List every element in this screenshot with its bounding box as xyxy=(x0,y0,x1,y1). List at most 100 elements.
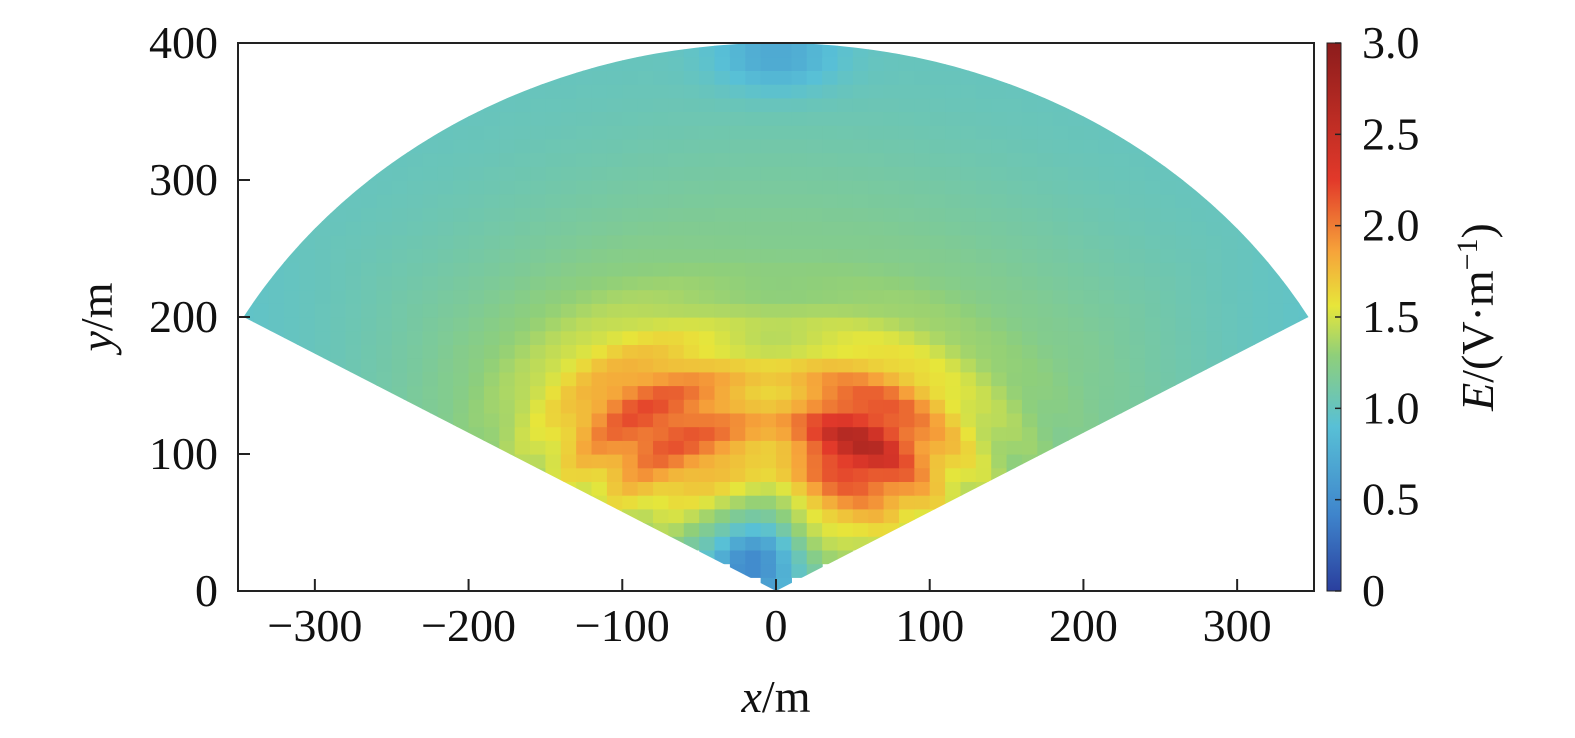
heat-cell xyxy=(975,481,992,496)
heat-cell xyxy=(637,207,654,222)
heat-cell xyxy=(776,399,792,414)
heat-cell xyxy=(1083,248,1100,263)
heat-cell xyxy=(822,358,839,373)
heat-cell xyxy=(960,303,977,318)
heat-cell xyxy=(760,180,777,195)
heat-cell xyxy=(668,56,685,71)
heat-cell xyxy=(1052,385,1069,400)
heat-cell xyxy=(1283,262,1300,277)
heat-cell xyxy=(1006,207,1023,222)
heat-cell xyxy=(1037,248,1054,263)
heat-cell xyxy=(745,344,762,359)
heat-cell xyxy=(1175,248,1192,263)
heat-cell xyxy=(591,481,608,496)
heat-cell xyxy=(637,248,654,263)
heat-cell xyxy=(760,371,777,387)
heat-cell xyxy=(914,234,931,250)
heat-cell xyxy=(898,371,915,387)
heat-cell xyxy=(637,358,654,373)
heat-cell xyxy=(407,221,424,236)
heat-cell xyxy=(314,221,331,236)
heat-cell xyxy=(1006,97,1023,113)
heat-cell xyxy=(1068,303,1085,318)
heat-cell xyxy=(776,97,792,113)
heat-cell xyxy=(1037,234,1054,250)
heat-cell xyxy=(1052,234,1069,250)
heat-cell xyxy=(606,138,623,154)
heat-cell xyxy=(1175,303,1192,318)
heat-cell xyxy=(560,412,577,428)
heat-cell xyxy=(606,234,623,250)
heat-cell xyxy=(699,234,716,250)
heat-cell xyxy=(560,234,577,250)
heat-cell xyxy=(929,467,946,482)
heat-cell xyxy=(945,97,962,113)
heat-cell xyxy=(945,358,962,373)
heat-cell xyxy=(745,454,762,469)
heat-cell xyxy=(653,371,669,387)
heat-cell xyxy=(729,481,746,496)
heat-cell xyxy=(668,275,685,291)
heat-cell xyxy=(852,193,869,208)
heat-cell xyxy=(422,166,439,181)
heat-cell xyxy=(822,399,839,414)
heat-cell xyxy=(929,138,946,154)
heat-cell xyxy=(1252,344,1269,359)
heat-cell xyxy=(760,289,777,304)
heat-cell xyxy=(1068,248,1085,263)
heat-cell xyxy=(837,385,854,400)
heat-cell xyxy=(699,166,716,181)
heat-cell xyxy=(699,248,716,263)
heat-cell xyxy=(499,385,516,400)
heat-cell xyxy=(591,412,608,428)
heat-cell xyxy=(699,262,716,277)
heat-cell xyxy=(1114,399,1131,414)
heat-cell xyxy=(683,495,700,510)
heat-cell xyxy=(729,495,746,510)
heat-cell xyxy=(929,193,946,208)
heat-cell xyxy=(422,248,439,263)
heat-cell xyxy=(868,262,885,277)
heat-cell xyxy=(960,152,977,167)
heat-cell xyxy=(868,371,885,387)
heat-cell xyxy=(806,289,823,304)
heat-cell xyxy=(407,385,424,400)
heat-cell xyxy=(422,317,439,332)
heat-cell xyxy=(822,371,839,387)
heat-cell xyxy=(1206,248,1223,263)
heat-cell xyxy=(560,399,577,414)
heat-cell xyxy=(483,97,500,113)
heat-cell xyxy=(606,248,623,263)
heat-cell xyxy=(699,481,716,496)
heat-cell xyxy=(545,70,562,85)
heat-cell xyxy=(530,399,547,414)
y-tick-label: 400 xyxy=(149,17,218,68)
heat-cell xyxy=(699,385,716,400)
heat-cell xyxy=(960,454,977,469)
heat-cell xyxy=(345,275,362,291)
heat-cell xyxy=(560,454,577,469)
heat-cell xyxy=(837,536,854,551)
heat-cell xyxy=(314,358,331,373)
heat-cell xyxy=(868,152,885,167)
heat-cell xyxy=(545,330,562,345)
heat-cell xyxy=(837,207,854,222)
heat-cell xyxy=(453,193,470,208)
heat-cell xyxy=(1237,344,1254,359)
heat-cell xyxy=(483,358,500,373)
heat-cell xyxy=(606,317,623,332)
heat-cell xyxy=(453,207,470,222)
heat-cell xyxy=(975,125,992,140)
heat-cell xyxy=(868,275,885,291)
heat-cell xyxy=(606,111,623,126)
heat-cell xyxy=(683,454,700,469)
heat-cell xyxy=(407,138,424,154)
heat-cell xyxy=(852,56,869,71)
heat-cell xyxy=(1129,152,1146,167)
heat-cell xyxy=(622,193,639,208)
heat-cell xyxy=(960,248,977,263)
heat-cell xyxy=(1160,358,1177,373)
heat-cell xyxy=(1098,248,1115,263)
heat-cell xyxy=(1160,248,1177,263)
heat-cell xyxy=(560,138,577,154)
